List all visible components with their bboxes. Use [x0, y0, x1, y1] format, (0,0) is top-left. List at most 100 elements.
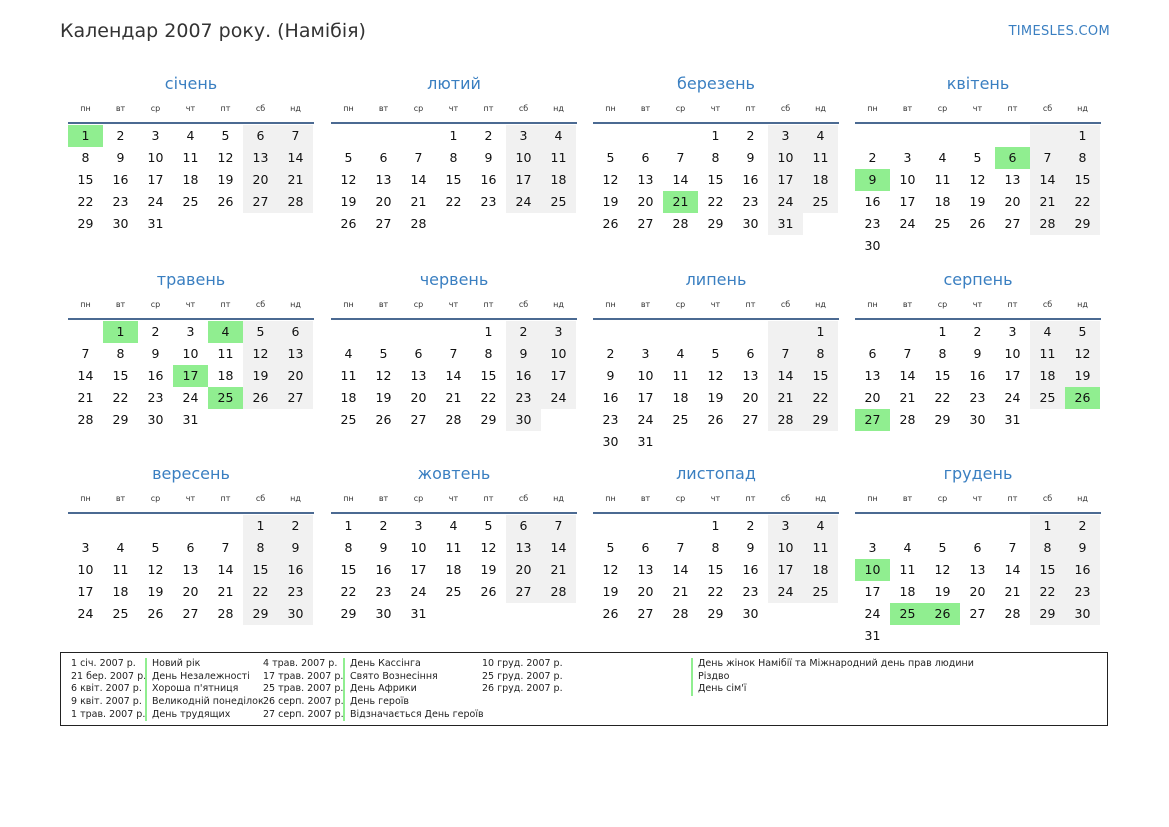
day-cell: 19 — [1065, 365, 1100, 387]
weekday-label: пн — [867, 494, 878, 503]
day-cell: 11 — [217, 346, 234, 361]
day-cell: 28 — [672, 606, 689, 621]
day-cell: 2 — [278, 515, 313, 537]
day-cell: 10 — [506, 147, 541, 169]
weekday-label: пт — [220, 104, 231, 113]
day-cell: 20 — [278, 365, 313, 387]
day-cell: 2 — [606, 346, 615, 361]
day-cell: 29 — [934, 412, 951, 427]
month-calendar: вересень пн вт ср чт пт сб нд 1 2 3 4 5 6 7 8 9 10 11 12 13 1… — [68, 464, 314, 625]
weekday-label: ср — [937, 300, 948, 309]
day-cell: 2 — [746, 128, 755, 143]
day-cell: 8 — [711, 150, 720, 165]
day-cell: 4 — [803, 515, 838, 537]
weekday-label: вт — [640, 494, 651, 503]
holiday-day-cell: 25 — [890, 603, 925, 625]
day-cell: 28 — [1004, 606, 1021, 621]
day-cell: 26 — [243, 387, 278, 409]
day-cell: 6 — [243, 125, 278, 147]
day-cell: 25 — [803, 191, 838, 213]
empty-day-cell — [243, 409, 278, 431]
month-calendar: квітень пн вт ср чт пт сб нд 1 2 3 4 5 6 7 8 9 10 11 12 13 14… — [855, 74, 1101, 257]
day-cell: 6 — [414, 346, 423, 361]
day-cell: 9 — [1065, 537, 1100, 559]
day-cell: 21 — [445, 390, 462, 405]
empty-day-cell — [663, 431, 698, 453]
month-name: грудень — [943, 464, 1013, 483]
day-cell: 20 — [742, 390, 759, 405]
empty-day-cell — [366, 125, 401, 147]
day-cell: 29 — [1030, 603, 1065, 625]
day-cell: 6 — [186, 540, 195, 555]
weekday-label: чт — [185, 104, 196, 113]
holiday-name: День Африки — [343, 683, 417, 697]
day-cell: 14 — [899, 368, 916, 383]
day-cell: 8 — [803, 343, 838, 365]
day-cell: 19 — [340, 194, 357, 209]
day-cell: 2 — [506, 321, 541, 343]
weekday-label: нд — [290, 104, 301, 113]
day-cell: 28 — [217, 606, 234, 621]
day-cell: 18 — [803, 559, 838, 581]
empty-day-cell — [803, 603, 838, 625]
day-cell: 11 — [934, 172, 951, 187]
weekday-label: сб — [255, 104, 266, 113]
day-cell: 2 — [484, 128, 493, 143]
day-cell: 14 — [768, 365, 803, 387]
day-cell: 28 — [445, 412, 462, 427]
weekday-label: сб — [780, 104, 791, 113]
day-cell: 12 — [969, 172, 986, 187]
empty-day-cell — [855, 125, 890, 147]
day-cell: 29 — [1065, 213, 1100, 235]
month-calendar: березень пн вт ср чт пт сб нд 1 2 3 4 5 6 7 8 9 10 11 12 13 1… — [593, 74, 839, 235]
day-cell: 9 — [506, 343, 541, 365]
holiday-day-cell: 4 — [208, 321, 243, 343]
empty-day-cell — [138, 515, 173, 537]
empty-day-cell — [436, 603, 471, 625]
weekday-label: вт — [640, 300, 651, 309]
day-cell: 3 — [506, 125, 541, 147]
empty-day-cell — [698, 431, 733, 453]
empty-day-cell — [331, 125, 366, 147]
day-cell: 29 — [707, 216, 724, 231]
day-cell: 8 — [938, 346, 947, 361]
day-cell: 1 — [1065, 125, 1100, 147]
day-cell: 18 — [541, 169, 576, 191]
day-cell: 19 — [375, 390, 392, 405]
empty-day-cell — [208, 213, 243, 235]
day-cell: 10 — [410, 540, 427, 555]
holiday-day-cell: 10 — [855, 559, 890, 581]
day-cell: 2 — [116, 128, 125, 143]
holiday-date: 10 груд. 2007 р. — [482, 658, 563, 669]
weekday-label: ср — [675, 494, 686, 503]
empty-day-cell — [208, 515, 243, 537]
day-cell: 23 — [742, 584, 759, 599]
holiday-name: День Кассінга — [343, 658, 421, 671]
day-cell: 26 — [969, 216, 986, 231]
day-cell: 24 — [77, 606, 94, 621]
day-cell: 28 — [278, 191, 313, 213]
day-cell: 21 — [217, 584, 234, 599]
day-cell: 16 — [742, 562, 759, 577]
day-cell: 27 — [506, 581, 541, 603]
day-cell: 19 — [243, 365, 278, 387]
weekday-label: ср — [413, 104, 424, 113]
day-cell: 4 — [541, 125, 576, 147]
day-cell: 1 — [1030, 515, 1065, 537]
holiday-day-cell: 25 — [208, 387, 243, 409]
day-cell: 2 — [151, 324, 160, 339]
empty-day-cell — [960, 625, 995, 647]
empty-day-cell — [506, 213, 541, 235]
empty-day-cell — [960, 515, 995, 537]
month-calendar: жовтень пн вт ср чт пт сб нд 1 2 3 4 5 6 7 8 9 10 11 12 13 14… — [331, 464, 577, 625]
day-cell: 23 — [375, 584, 392, 599]
day-cell: 14 — [278, 147, 313, 169]
day-cell: 4 — [676, 346, 685, 361]
day-cell: 26 — [602, 606, 619, 621]
site-link[interactable]: TIMESLES.COM — [1008, 24, 1110, 39]
day-cell: 24 — [864, 606, 881, 621]
empty-day-cell — [925, 235, 960, 257]
days-grid: 1 2 3 4 5 6 7 8 9 10 11 12 13 14 15 16 17 18 19 20 21 22 23 24 2… — [331, 125, 577, 235]
day-cell: 10 — [541, 343, 576, 365]
day-cell: 9 — [746, 540, 755, 555]
